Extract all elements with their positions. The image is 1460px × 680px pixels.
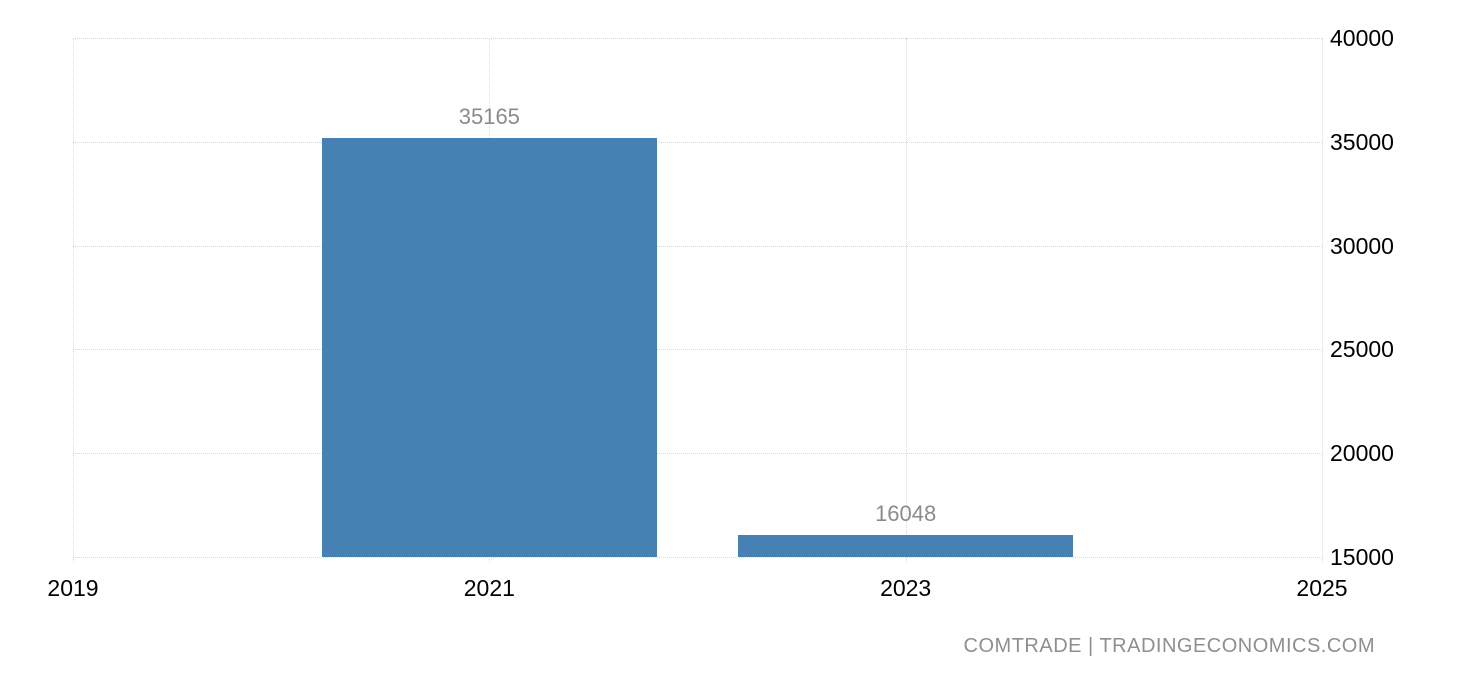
x-axis-tick-label: 2021 [463, 575, 515, 601]
x-gridline [905, 38, 907, 562]
y-axis-tick-label: 35000 [1330, 128, 1394, 155]
y-axis-tick-label: 15000 [1330, 544, 1394, 570]
x-gridline [1322, 38, 1323, 562]
bar-2023[interactable] [738, 535, 1074, 557]
y-gridline [73, 141, 1322, 143]
y-gridline [73, 245, 1322, 247]
watermark-attribution-link[interactable]: COMTRADE | TRADINGECONOMICS.COM [963, 635, 1375, 657]
x-axis-tick-label: 2025 [1296, 575, 1348, 601]
x-gridline [73, 38, 74, 562]
x-axis-tick-label: 2023 [880, 575, 932, 601]
y-axis-tick-label: 20000 [1330, 440, 1394, 467]
y-gridline [73, 557, 1322, 558]
bar-value-label: 35165 [458, 104, 520, 130]
y-gridline [73, 38, 1322, 39]
y-gridline [73, 453, 1322, 455]
bar-value-label: 16048 [875, 501, 937, 527]
y-axis-tick-label: 30000 [1330, 232, 1394, 259]
x-axis-tick-label: 2019 [47, 575, 99, 601]
y-axis-tick-label: 25000 [1330, 336, 1394, 363]
y-axis-tick-label: 40000 [1330, 25, 1394, 51]
plot-area: 35165 16048 [73, 38, 1323, 562]
bar-2021[interactable] [321, 138, 657, 557]
y-gridline [73, 349, 1322, 351]
